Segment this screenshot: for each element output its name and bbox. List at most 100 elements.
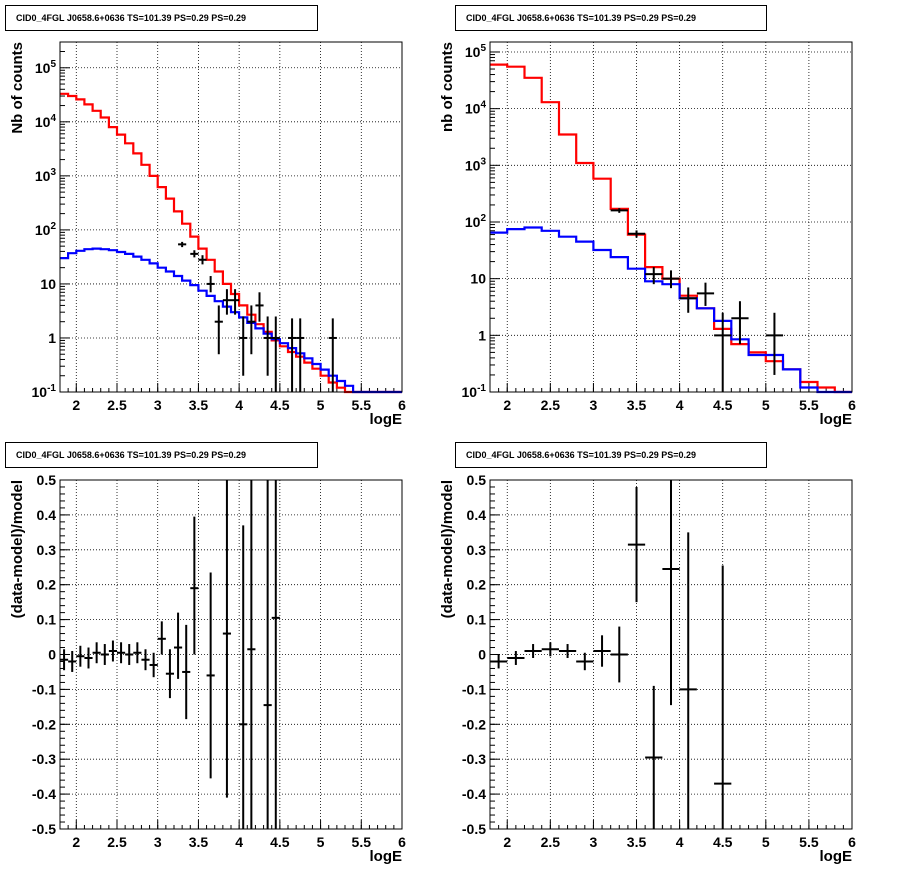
data-point [328,318,337,392]
residuals-panel-left: 2 2.5 3 3.5 4 4.5 5 5.5 6 -0.5 -0.4 -0.3 -0.2 -0.1 0 0.… [9,472,406,865]
data-point [108,640,117,662]
x-tick-label: 2 [72,834,80,850]
data-point [679,532,697,829]
y-tick-label: -0.5 [32,821,56,837]
counts-histogram-panel-left: 2 2.5 3 3.5 4 4.5 5 5.5 6 10-1 1 10 102 103 104 105 logE… [9,41,406,428]
y-tick-label: 10-1 [462,383,487,400]
data-point [507,651,525,665]
y-tick-label: -0.2 [32,716,56,732]
plot-title: CID0_4FGL J0658.6+0636 TS=101.39 PS=0.29… [5,442,318,468]
data-point [576,652,594,671]
data-point [490,654,508,669]
x-tick-label: 2 [503,397,511,413]
data-point [593,635,611,667]
y-tick-label: 10 [40,276,56,292]
data-point [157,621,166,655]
counts-histogram-panel-right: 2 2.5 3 3.5 4 4.5 5 5.5 6 10-1 1 10 102 103 104 105 logE… [439,41,856,428]
data-point [222,289,231,315]
y-tick-label: -0.2 [462,716,486,732]
model-total-series-line [490,63,852,394]
y-tick-label: -0.1 [32,681,56,697]
x-tick-label: 2.5 [107,397,127,413]
x-tick-label: 2.5 [541,834,561,850]
y-tick-label: 1 [48,330,56,346]
data-point [296,318,305,392]
y-tick-label: 102 [35,221,57,238]
data-point [125,644,134,665]
data-point [174,612,183,679]
data-point [198,255,207,265]
y-tick-label: 0 [478,647,486,663]
plot-frame [489,479,853,830]
y-tick-label: 103 [465,156,487,173]
x-tick-label: 3.5 [189,397,209,413]
data-point [247,305,256,355]
x-tick-label: 5.5 [799,834,819,850]
x-tick-label: 4 [235,834,243,850]
data-point [662,480,680,706]
x-tick-label: 4.5 [270,834,290,850]
x-tick-label: 6 [398,834,406,850]
y-tick-label: 10-1 [32,383,57,400]
data-point [239,316,248,376]
x-tick-label: 3.5 [189,834,209,850]
data-point [149,652,158,678]
x-tick-label: 5 [317,397,325,413]
data-point [141,649,150,671]
y-tick-label: 1 [478,327,486,343]
y-tick-label: 104 [35,113,57,130]
y-tick-label: 0.3 [37,542,57,558]
y-axis-label: Nb of counts [9,42,26,134]
data-point [84,647,93,669]
x-tick-label: 5 [317,834,325,850]
y-axis-label: (data-model)/model [9,480,26,618]
y-tick-label: -0.3 [462,751,486,767]
x-tick-label: 2.5 [541,397,561,413]
x-tick-label: 6 [848,834,856,850]
y-tick-label: 103 [35,167,57,184]
data-point [731,301,749,345]
x-tick-label: 3.5 [627,834,647,850]
data-point [610,208,628,213]
data-point [206,276,215,293]
data-point [765,312,784,375]
x-tick-label: 5.5 [352,834,372,850]
y-tick-label: 0.4 [37,507,57,523]
x-tick-label: 5 [762,834,770,850]
plot-frame [59,479,403,830]
x-tick-label: 4 [676,834,684,850]
y-tick-label: 0.5 [37,472,57,488]
y-tick-label: 0.2 [467,577,487,593]
data-point [231,289,240,315]
x-tick-label: 2.5 [107,834,127,850]
y-tick-label: -0.1 [462,681,486,697]
data-point [190,516,199,655]
x-tick-label: 6 [398,397,406,413]
data-point [92,642,101,664]
plot-title: CID0_4FGL J0658.6+0636 TS=101.39 PS=0.29… [455,442,767,468]
data-point [68,651,77,672]
y-tick-label: 0.3 [467,542,487,558]
x-tick-label: 3 [590,834,598,850]
data-point [222,480,231,798]
data-point [239,525,248,829]
model-source-series-line [490,226,852,394]
x-axis-label: logE [820,411,853,428]
data-point [117,642,126,664]
x-tick-label: 5.5 [799,397,819,413]
data-point [558,644,577,658]
y-axis-label: (data-model)/model [439,480,456,618]
x-tick-label: 4.5 [713,397,733,413]
data-point [645,267,663,285]
y-tick-label: -0.5 [462,821,486,837]
data-point [610,626,628,683]
x-tick-label: 3 [590,397,598,413]
y-tick-label: 0 [48,647,56,663]
data-point [714,565,732,829]
plot-title: CID0_4FGL J0658.6+0636 TS=101.39 PS=0.29… [5,5,318,31]
plot-title: CID0_4FGL J0658.6+0636 TS=101.39 PS=0.29… [455,5,767,31]
y-tick-label: -0.4 [32,786,56,802]
data-point [206,572,215,779]
y-tick-label: 105 [35,59,57,76]
